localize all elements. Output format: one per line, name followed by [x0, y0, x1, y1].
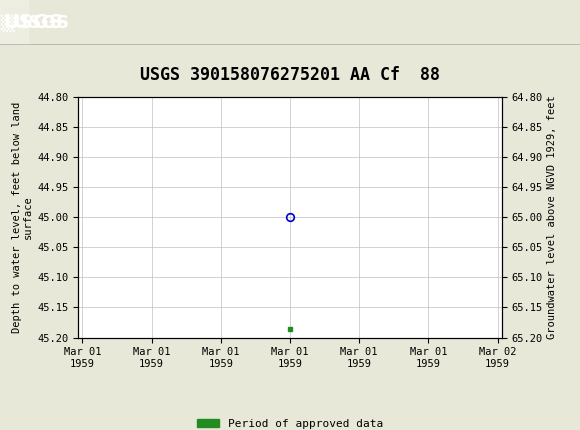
- Legend: Period of approved data: Period of approved data: [193, 414, 387, 430]
- Bar: [0, 0, 28, 45]
- Y-axis label: Depth to water level, feet below land
surface: Depth to water level, feet below land su…: [12, 101, 33, 333]
- Text: USGS 390158076275201 AA Cf  88: USGS 390158076275201 AA Cf 88: [140, 67, 440, 85]
- Text: USGS: USGS: [3, 13, 63, 32]
- Y-axis label: Groundwater level above NGVD 1929, feet: Groundwater level above NGVD 1929, feet: [547, 95, 557, 339]
- Text: ▒USGS: ▒USGS: [1, 13, 70, 31]
